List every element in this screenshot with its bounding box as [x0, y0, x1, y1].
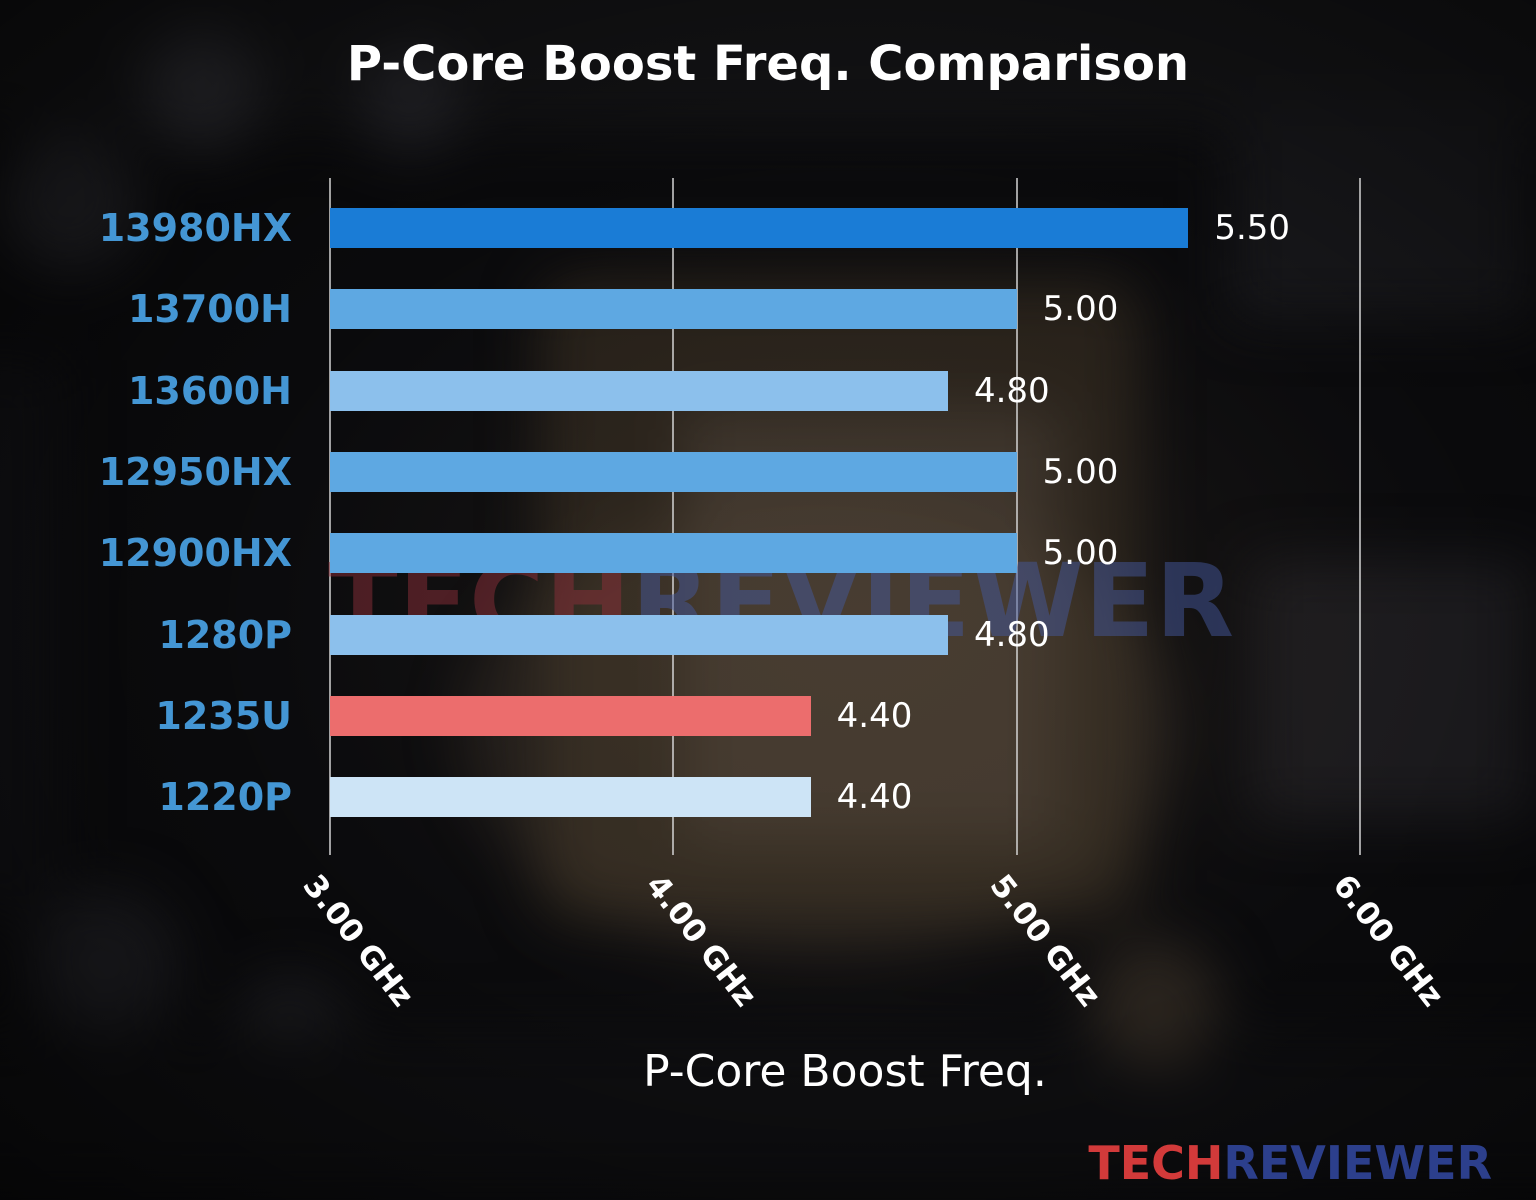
- bar: [330, 695, 811, 736]
- bar-value-label: 5.50: [1214, 208, 1291, 248]
- gridline: [329, 178, 331, 855]
- bar-value-label: 4.80: [973, 614, 1050, 655]
- x-tick-label: 4.00 GHz: [638, 868, 764, 1014]
- gridline: [672, 178, 675, 855]
- x-tick-label: 6.00 GHz: [1325, 868, 1451, 1014]
- x-axis-label: P-Core Boost Freq.: [643, 1046, 1047, 1097]
- x-tick-label: 5.00 GHz: [982, 868, 1108, 1014]
- bar: [330, 614, 948, 655]
- bar-value-label: 4.80: [973, 370, 1050, 411]
- bar: [330, 370, 948, 411]
- category-label: 1220P: [158, 775, 292, 820]
- bar: [330, 208, 1189, 248]
- bar: [330, 777, 811, 818]
- category-label: 12900HX: [98, 531, 292, 576]
- gridline: [1015, 178, 1018, 855]
- bar-value-label: 5.00: [1042, 289, 1119, 330]
- bar: [330, 289, 1017, 330]
- category-label: 1235U: [155, 693, 292, 738]
- bar: [330, 451, 1017, 492]
- gridline: [1358, 178, 1361, 855]
- bar-value-label: 5.00: [1042, 451, 1119, 492]
- brand-reviewer: REVIEWER: [1223, 1136, 1492, 1190]
- category-label: 13600H: [127, 368, 292, 413]
- category-label: 12950HX: [98, 449, 292, 494]
- bar-value-label: 4.40: [836, 777, 913, 818]
- category-label: 13700H: [127, 287, 292, 332]
- bar-value-label: 4.40: [836, 695, 913, 736]
- brand-logo: TECHREVIEWER: [1088, 1136, 1492, 1190]
- brand-tech: TECH: [1088, 1136, 1224, 1190]
- category-label: 1280P: [158, 612, 292, 657]
- category-label: 13980HX: [98, 206, 292, 250]
- bar-value-label: 5.00: [1042, 533, 1119, 574]
- chart-title: P-Core Boost Freq. Comparison: [346, 36, 1190, 92]
- x-tick-label: 3.00 GHz: [295, 868, 421, 1014]
- bar: [330, 533, 1017, 574]
